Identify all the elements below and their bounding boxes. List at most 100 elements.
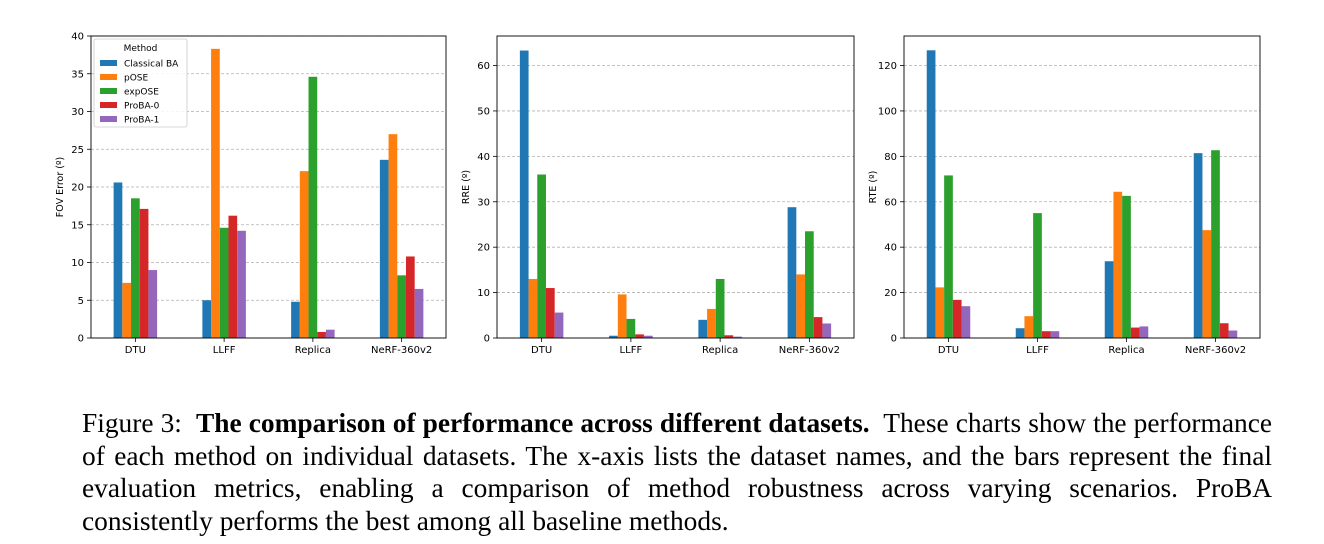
- rre-bar-dtu-classical-ba: [519, 50, 529, 339]
- fov-error-y-tick-label: 10: [71, 258, 84, 269]
- rte-bar-llff-classical-ba: [1015, 328, 1025, 338]
- fov-error-legend-title: Method: [124, 44, 158, 54]
- fov-error-legend-swatch: [100, 60, 117, 66]
- fov-error-y-tick-label: 20: [71, 183, 84, 194]
- figure-charts: 0 5 10 15 20 25 30 35 40 DTU LLFF Replica NeRF-360v2…: [55, 32, 1261, 356]
- rte-bar-llff-expose: [1033, 213, 1042, 338]
- fov-error-bar-replica-proba-0: [317, 331, 326, 338]
- rte-bar-nerf-360v2-proba-0: [1219, 323, 1229, 338]
- rte-x-tick-label: Replica: [1108, 345, 1144, 356]
- rre-y-tick-label: 20: [477, 243, 490, 254]
- rre-y-tick-label: 40: [477, 152, 490, 163]
- rre-bar-replica-pose: [707, 308, 716, 338]
- fov-error-bar-replica-proba-1: [325, 329, 335, 338]
- fov-error-x-tick-label: Replica: [295, 345, 331, 356]
- rre-y-axis-label: RRE (º): [461, 170, 472, 204]
- rte-x-tick-label: DTU: [938, 345, 959, 356]
- rte-y-tick-label: 0: [891, 334, 897, 345]
- figure-caption: Figure 3: The comparison of performance …: [82, 407, 1272, 537]
- rre-bar-nerf-360v2-proba-0: [813, 317, 823, 338]
- rre-y-tick-label: 30: [477, 197, 490, 208]
- rte-x-tick-label: NeRF-360v2: [1185, 345, 1246, 356]
- rre-bar-llff-classical-ba: [609, 335, 618, 338]
- rte-bar-replica-classical-ba: [1104, 261, 1114, 338]
- rte-y-tick-label: 120: [878, 61, 897, 72]
- fov-error-legend-swatch: [100, 88, 117, 94]
- rte-y-tick-label: 100: [878, 106, 897, 117]
- caption-label: Figure 3:: [82, 408, 182, 439]
- rte-bar-replica-proba-0: [1130, 327, 1140, 338]
- caption-title: The comparison of performance across dif…: [196, 408, 870, 439]
- fov-error-legend-label: pOSE: [124, 74, 149, 84]
- fov-error-bar-replica-pose: [299, 171, 309, 338]
- fov-error-bar-replica-classical-ba: [291, 301, 300, 338]
- fov-error-bar-replica-expose: [308, 76, 318, 339]
- rte-bar-replica-pose: [1113, 191, 1123, 338]
- fov-error-legend-label: Classical BA: [124, 60, 179, 70]
- rte-y-tick-label: 80: [884, 152, 897, 163]
- rte-bar-dtu-proba-0: [952, 299, 962, 338]
- fov-error-bar-nerf-360v2-classical-ba: [379, 159, 389, 338]
- rre-axes-frame: [496, 35, 855, 339]
- rte-axes-frame: [903, 35, 1261, 339]
- fov-error-legend-swatch: [100, 74, 117, 80]
- rte-bar-replica-expose: [1122, 195, 1131, 338]
- rte-bar-llff-pose: [1024, 316, 1034, 338]
- rre-bar-nerf-360v2-proba-1: [822, 323, 832, 338]
- rre-y-tick-label: 10: [477, 288, 490, 299]
- fov-error-bar-llff-proba-1: [237, 230, 246, 338]
- rre-x-tick-label: Replica: [702, 345, 738, 356]
- fov-error-bar-llff-proba-0: [228, 215, 238, 338]
- rte-y-tick-label: 20: [884, 288, 897, 299]
- caption-text: These charts show the performance of eac…: [82, 408, 1273, 536]
- fov-error-bar-llff-expose: [219, 227, 229, 338]
- fov-error-y-tick-label: 40: [71, 32, 84, 43]
- fov-error-bar-llff-classical-ba: [202, 300, 212, 338]
- fov-error-chart: 0 5 10 15 20 25 30 35 40 DTU LLFF Replica NeRF-360v2…: [55, 32, 447, 356]
- fov-error-legend-label: expOSE: [124, 88, 159, 98]
- rte-bar-nerf-360v2-pose: [1202, 230, 1212, 338]
- fov-error-legend-swatch: [100, 116, 117, 122]
- fov-error-bar-dtu-expose: [131, 198, 140, 338]
- rte-bar-nerf-360v2-expose: [1211, 150, 1220, 338]
- rre-y-tick-label: 60: [477, 61, 490, 72]
- rre-bar-dtu-pose: [528, 278, 538, 338]
- rte-x-tick-label: LLFF: [1026, 345, 1049, 356]
- rte-bar-dtu-expose: [944, 175, 953, 338]
- rte-chart: 0 20 40 60 80 100 120 DTU LLFF Replica NeRF-360v2 R…: [868, 35, 1261, 356]
- rre-bar-nerf-360v2-expose: [805, 231, 814, 338]
- fov-error-legend: Method Classical BA pOSE expOSE ProBA-0 ProBA…: [93, 38, 188, 128]
- rte-bar-replica-proba-1: [1139, 326, 1149, 338]
- fov-error-bar-dtu-proba-0: [139, 208, 149, 338]
- rre-x-tick-label: DTU: [531, 345, 552, 356]
- rte-y-axis-label: RTE (º): [868, 171, 879, 204]
- rre-chart: 0 10 20 30 40 50 60 DTU LLFF Replica NeRF-360v2 RRE…: [461, 35, 855, 356]
- rre-x-tick-label: LLFF: [620, 345, 643, 356]
- fov-error-legend-swatch: [100, 102, 117, 108]
- rte-bar-llff-proba-1: [1050, 331, 1060, 338]
- rre-bar-llff-proba-0: [635, 334, 644, 338]
- rre-bar-replica-proba-0: [724, 335, 734, 338]
- fov-error-bar-llff-pose: [211, 48, 220, 339]
- rte-bar-nerf-360v2-proba-1: [1228, 330, 1238, 338]
- fov-error-x-tick-label: LLFF: [213, 345, 236, 356]
- rre-x-tick-label: NeRF-360v2: [779, 345, 840, 356]
- rre-bar-replica-proba-1: [733, 336, 742, 338]
- rte-bar-dtu-classical-ba: [926, 50, 936, 338]
- fov-error-bar-dtu-proba-1: [148, 270, 158, 338]
- fov-error-y-tick-label: 5: [78, 296, 84, 307]
- fov-error-y-tick-label: 30: [71, 107, 84, 118]
- fov-error-y-axis-label: FOV Error (º): [55, 157, 66, 217]
- rre-bar-nerf-360v2-pose: [796, 274, 806, 338]
- fov-error-bar-nerf-360v2-proba-1: [414, 288, 424, 338]
- fov-error-y-tick-label: 35: [71, 69, 84, 80]
- fov-error-legend-box: [93, 38, 188, 128]
- rre-bar-dtu-expose: [537, 174, 546, 338]
- fov-error-y-tick-label: 0: [78, 334, 84, 345]
- fov-error-bar-dtu-pose: [122, 282, 132, 338]
- rre-bar-llff-proba-1: [643, 335, 653, 338]
- rte-y-tick-label: 60: [884, 197, 897, 208]
- fov-error-bar-dtu-classical-ba: [113, 182, 123, 338]
- fov-error-bar-nerf-360v2-expose: [397, 275, 406, 338]
- fov-error-y-tick-label: 25: [71, 145, 84, 156]
